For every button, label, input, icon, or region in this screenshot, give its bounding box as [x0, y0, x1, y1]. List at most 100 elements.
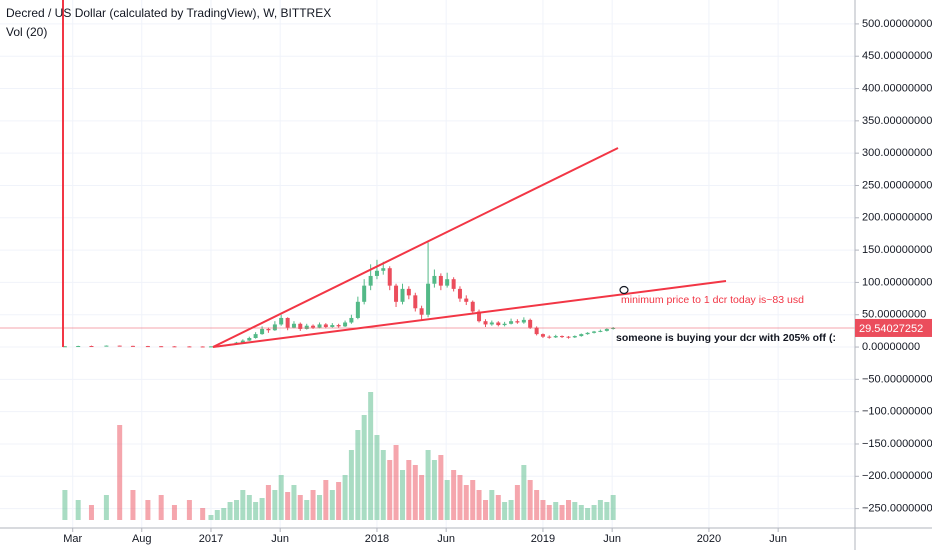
last-price-label: 29.54027252	[859, 323, 923, 335]
volume-bar	[145, 500, 151, 520]
candle-body	[400, 288, 405, 302]
candle-body	[336, 325, 341, 327]
y-tick-label: −50.00000000	[862, 373, 932, 385]
candle-body	[445, 279, 450, 286]
volume-bar	[578, 505, 584, 520]
candle-body	[528, 319, 533, 328]
volume-bar	[227, 502, 233, 520]
candle-body	[502, 323, 507, 326]
annotation: minimum price to 1 dcr today is~83 usd	[621, 294, 804, 306]
y-tick-label: 200.00000000	[862, 212, 932, 224]
candle-body	[298, 323, 303, 329]
volume-bar	[463, 485, 469, 520]
candle-body	[279, 317, 284, 325]
volume-bar	[272, 490, 278, 520]
y-tick-label: 350.00000000	[862, 115, 932, 127]
candle-body	[317, 324, 322, 328]
y-tick-label: 500.00000000	[862, 18, 932, 30]
candle-body	[330, 325, 335, 328]
candle-body	[515, 321, 520, 323]
y-tick-label: 0.00000000	[862, 341, 920, 353]
candle-body	[374, 270, 379, 276]
candle-body	[381, 268, 386, 271]
volume-bar	[323, 480, 329, 520]
candle-body	[464, 298, 469, 302]
volume-bar	[117, 425, 123, 520]
candle-body	[534, 327, 539, 335]
volume-bar	[521, 465, 527, 520]
candle-body	[521, 319, 526, 323]
volume-bar	[304, 500, 310, 520]
volume-bar	[200, 508, 206, 520]
volume-bar	[317, 495, 323, 520]
candle-body	[483, 321, 488, 325]
volume-bar	[253, 502, 259, 520]
y-tick-label: −100.00000000	[862, 406, 932, 418]
candle-body	[285, 317, 290, 328]
candle-body	[457, 288, 462, 299]
volume-pane	[62, 392, 616, 520]
volume-bar	[336, 482, 342, 520]
candle-body	[200, 346, 205, 348]
volume-bar	[566, 500, 572, 520]
candle-body	[247, 337, 252, 341]
trend-line	[212, 280, 727, 348]
volume-bar	[103, 495, 109, 520]
volume-bar	[559, 505, 565, 520]
volume-bar	[597, 500, 603, 520]
volume-bar	[348, 450, 354, 520]
candle-body	[130, 345, 135, 347]
volume-bar	[329, 490, 335, 520]
candle-body	[76, 346, 81, 348]
volume-bar	[476, 490, 482, 520]
volume-bar	[604, 502, 610, 520]
volume-bar	[285, 492, 291, 520]
volume-bar	[342, 475, 348, 520]
candle-body	[413, 295, 418, 309]
candle-body	[240, 340, 245, 343]
candle-body	[355, 301, 360, 318]
chart-title: Decred / US Dollar (calculated by Tradin…	[6, 6, 331, 20]
volume-bar	[406, 460, 412, 520]
candle-body	[208, 346, 213, 348]
y-tick-label: 100.00000000	[862, 276, 932, 288]
volume-bar	[265, 485, 271, 520]
candle-body	[585, 332, 590, 335]
candle-body	[349, 317, 354, 323]
candle-body	[362, 285, 367, 302]
x-tick-label: Jun	[437, 533, 455, 545]
volume-bar	[221, 508, 227, 520]
candle-body	[496, 322, 501, 326]
volume-bar	[546, 505, 552, 520]
volume-bar	[508, 500, 514, 520]
y-tick-label: 300.00000000	[862, 147, 932, 159]
candle-body	[604, 328, 609, 331]
y-tick-label: 250.00000000	[862, 179, 932, 191]
volume-bar	[130, 490, 136, 520]
volume-bar	[444, 480, 450, 520]
candle-body	[172, 346, 177, 348]
x-tick-label: Aug	[132, 533, 152, 545]
x-tick-label: 2017	[199, 533, 223, 545]
volume-bar	[438, 455, 444, 520]
volume-bar	[502, 502, 508, 520]
candle-body	[451, 279, 456, 289]
volume-bar	[259, 498, 265, 520]
volume-bar	[527, 480, 533, 520]
x-tick-label: Jun	[769, 533, 787, 545]
volume-bar	[380, 450, 386, 520]
candle-body	[611, 327, 616, 329]
volume-bar	[457, 475, 463, 520]
candle-body	[260, 328, 265, 335]
volume-bar	[374, 435, 380, 520]
candle-body	[547, 336, 552, 338]
volume-bar	[297, 495, 303, 520]
trend-line	[212, 147, 619, 348]
volume-bar	[278, 475, 284, 520]
candle-body	[368, 275, 373, 286]
candle-body	[311, 325, 316, 328]
volume-bar	[425, 450, 431, 520]
volume-bar	[572, 502, 578, 520]
candle-body	[266, 328, 271, 331]
candle-body	[159, 346, 164, 348]
